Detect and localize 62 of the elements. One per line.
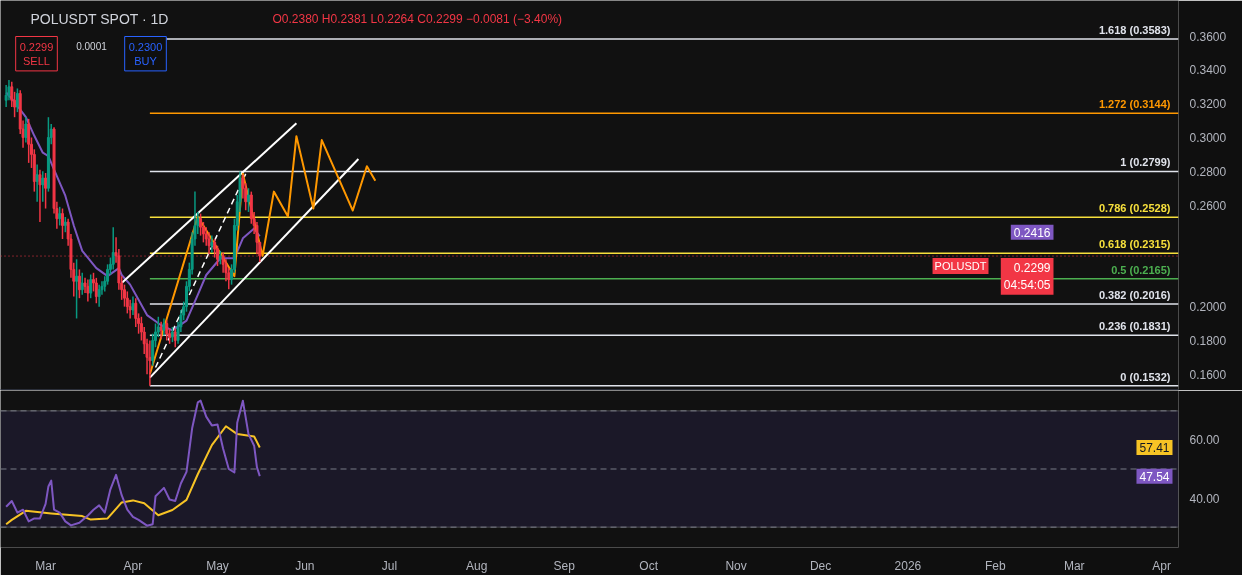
candlestick	[38, 168, 42, 223]
ref-line-label: 0.618 (0.2315)	[1098, 238, 1171, 251]
candlestick	[131, 295, 135, 316]
annotation: 57.41	[1139, 440, 1170, 455]
y-tick-label: 0.2000	[1189, 300, 1227, 315]
x-tick-label: Mar	[35, 558, 56, 573]
annotation: 0.2299 04:54:05	[1003, 261, 1051, 292]
x-tick-label: Apr	[1152, 558, 1171, 573]
ref-line-label: 1 (0.2799)	[1120, 156, 1171, 169]
annotation: 0.2300 BUY	[128, 40, 163, 67]
x-tick-label: Oct	[639, 558, 659, 573]
y-tick-label: 0.2600	[1189, 198, 1227, 213]
annotation: 47.54	[1139, 469, 1170, 484]
candlestick	[24, 116, 28, 144]
x-tick-label: Nov	[725, 558, 747, 573]
x-tick-label: May	[206, 558, 229, 573]
x-tick-label: 2026	[894, 558, 922, 573]
y-tick-label: 0.3200	[1189, 97, 1227, 112]
candlestick	[210, 234, 214, 254]
candlestick	[89, 273, 93, 299]
y-tick-label: 60.00	[1189, 433, 1220, 448]
ref-line-label: 0.786 (0.2528)	[1098, 202, 1171, 215]
text: POLUSDT SPOT · 1D	[30, 10, 169, 27]
ref-line-label: 0.5 (0.2165)	[1111, 263, 1171, 276]
ref-line-label: 1.618 (0.3583)	[1098, 23, 1171, 36]
candlestick	[94, 277, 98, 304]
candlestick	[41, 170, 45, 203]
x-tick-label: Mar	[1063, 558, 1085, 573]
ref-line-label: 0 (0.1532)	[1120, 370, 1171, 383]
candlestick	[111, 226, 115, 271]
candlestick	[247, 187, 250, 213]
ref-line-label: 1.272 (0.3144)	[1098, 98, 1171, 111]
candlestick	[148, 339, 152, 387]
candlestick	[4, 84, 8, 108]
x-tick-label: Feb	[984, 558, 1006, 573]
candlestick	[159, 321, 163, 340]
y-tick-label: 0.3600	[1189, 29, 1227, 44]
x-tick-label: Dec	[809, 558, 832, 573]
candlestick	[97, 283, 101, 308]
candlestick	[61, 207, 64, 240]
x-tick-label: Aug	[466, 558, 488, 573]
y-tick-label: 0.1600	[1189, 367, 1227, 382]
ref-line-label: 0.236 (0.1831)	[1098, 320, 1171, 333]
line-series	[5, 399, 261, 527]
y-tick-label: 0.2800	[1189, 164, 1227, 179]
annotation: 0.2416	[1013, 225, 1051, 240]
x-tick-label: Jun	[295, 558, 315, 573]
annotation: POLUSDT	[934, 260, 987, 273]
x-tick-label: Jul	[381, 558, 398, 573]
annotation: 0.0001	[76, 40, 108, 52]
candlestick	[27, 118, 31, 164]
x-tick-label: Apr	[123, 558, 143, 573]
annotation: 0.2299 SELL	[19, 40, 54, 67]
y-tick-label: 0.1800	[1189, 333, 1227, 348]
y-tick-label: 40.00	[1189, 491, 1220, 506]
line-series	[5, 425, 261, 526]
text: O0.2380 H0.2381 L0.2264 C0.2299 −0.0081 (−3.40%)	[272, 11, 563, 26]
y-tick-label: 0.3400	[1189, 63, 1227, 78]
candlestick	[75, 258, 79, 320]
x-tick-label: Sep	[553, 558, 576, 573]
ref-line-label: 0.382 (0.2016)	[1098, 288, 1171, 301]
y-tick-label: 0.3000	[1189, 131, 1227, 145]
